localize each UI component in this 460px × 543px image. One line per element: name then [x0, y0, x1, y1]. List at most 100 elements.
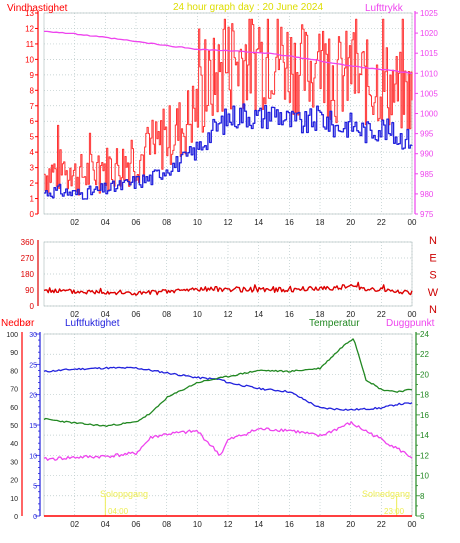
pressure-tick-label: 1020 — [420, 29, 438, 38]
pressure-tick-label: 1015 — [420, 49, 438, 58]
wind-tick-label: 9 — [30, 71, 35, 80]
temperature-tick-label: 6 — [420, 512, 425, 521]
x-tick-label: 16 — [285, 218, 294, 227]
compass-label-n: N — [429, 304, 437, 316]
humidity-tick-label: 10 — [29, 453, 37, 460]
humidity-tick-label: 15 — [29, 423, 37, 430]
pressure-tick-label: 990 — [420, 150, 434, 159]
rain-tick-label: 90 — [10, 350, 18, 357]
rain-tick-label: 10 — [10, 496, 18, 503]
rain-tick-label: 100 — [6, 332, 18, 339]
pressure-tick-label: 1000 — [420, 110, 438, 119]
x-tick-label: 12 — [224, 310, 233, 319]
rain-tick-label: 80 — [10, 368, 18, 375]
x-tick-label: 14 — [254, 520, 263, 529]
dewpoint-line — [43, 421, 413, 461]
x-tick-label: 02 — [70, 520, 79, 529]
x-tick-label: 06 — [132, 310, 141, 319]
pressure-tick-label: 985 — [420, 170, 434, 179]
wind-direction-line — [43, 281, 413, 296]
wind-tick-label: 8 — [30, 86, 35, 95]
humidity-tick-label: 25 — [29, 362, 37, 369]
dewpoint-label: Duggpunkt — [386, 318, 435, 329]
x-tick-label: 00 — [408, 310, 417, 319]
humidity-tick-label: 20 — [29, 393, 37, 400]
wind-tick-label: 11 — [26, 40, 35, 49]
rain-tick-label: 20 — [10, 478, 18, 485]
direction-tick-label: 270 — [21, 254, 35, 263]
x-tick-label: 18 — [316, 310, 325, 319]
wind-tick-label: 0 — [30, 210, 35, 219]
wind-tick-label: 12 — [25, 24, 34, 33]
temperature-tick-label: 16 — [420, 411, 429, 420]
axes — [21, 11, 420, 517]
wind-speed-label: Vindhastighet — [7, 3, 68, 14]
x-tick-label: 06 — [132, 520, 141, 529]
wind-tick-label: 3 — [30, 164, 35, 173]
x-tick-label: 22 — [377, 310, 386, 319]
temperature-tick-label: 12 — [420, 451, 429, 460]
direction-tick-label: 0 — [30, 302, 35, 311]
pressure-tick-label: 980 — [420, 190, 434, 199]
x-tick-label: 04 — [101, 520, 110, 529]
x-tick-label: 06 — [132, 218, 141, 227]
humidity-tick-label: 5 — [33, 484, 37, 491]
x-tick-label: 12 — [224, 520, 233, 529]
wind-tick-label: 2 — [30, 179, 35, 188]
humidity-tick-label: 30 — [29, 332, 37, 339]
direction-tick-label: 180 — [21, 270, 35, 279]
x-tick-label: 22 — [377, 520, 386, 529]
x-tick-label: 08 — [162, 310, 171, 319]
wind-tick-label: 13 — [25, 9, 34, 18]
temperature-tick-label: 24 — [420, 330, 429, 339]
x-tick-label: 20 — [346, 310, 355, 319]
chart-title: 24 hour graph day : 20 June 2024 — [173, 2, 324, 13]
x-tick-label: 02 — [70, 218, 79, 227]
rain-label: Nedbør — [1, 318, 35, 329]
pressure-tick-label: 995 — [420, 130, 434, 139]
x-tick-label: 12 — [224, 218, 233, 227]
x-tick-label: 04 — [101, 218, 110, 227]
humidity-label: Luftfuktighet — [65, 318, 120, 329]
rain-tick-label: 50 — [10, 423, 18, 430]
mid-plot-frame — [43, 241, 413, 307]
temperature-label: Temperatur — [309, 318, 360, 329]
pressure-line — [44, 30, 413, 75]
rain-tick-label: 40 — [10, 441, 18, 448]
sunrise-time: 04:00 — [108, 507, 129, 516]
humidity-tick-label: 0 — [33, 514, 37, 521]
temperature-line — [43, 338, 413, 428]
x-tick-label: 16 — [285, 520, 294, 529]
temperature-tick-label: 22 — [420, 350, 429, 359]
x-tick-label: 10 — [193, 310, 202, 319]
wind-tick-label: 7 — [30, 102, 35, 111]
temperature-tick-label: 14 — [420, 431, 429, 440]
tick-labels: 0123456789101112139759809859909951000100… — [6, 9, 438, 529]
direction-tick-label: 360 — [21, 238, 35, 247]
wind-tick-label: 6 — [30, 117, 35, 126]
series-lines — [43, 18, 413, 517]
x-tick-label: 18 — [316, 520, 325, 529]
compass-label-n: N — [429, 235, 437, 247]
rain-tick-label: 0 — [14, 514, 18, 521]
rain-tick-label: 70 — [10, 387, 18, 394]
x-tick-label: 00 — [408, 520, 417, 529]
temperature-tick-label: 18 — [420, 391, 429, 400]
direction-tick-label: 90 — [25, 286, 34, 295]
compass-label-s: S — [429, 270, 436, 282]
sunset-label: Solnedgang — [362, 489, 410, 499]
x-tick-label: 08 — [162, 218, 171, 227]
pressure-tick-label: 1025 — [420, 9, 438, 18]
pressure-tick-label: 1005 — [420, 89, 438, 98]
pressure-tick-label: 975 — [420, 210, 434, 219]
rain-tick-label: 30 — [10, 459, 18, 466]
x-tick-label: 20 — [346, 218, 355, 227]
sunrise-label: Soloppgang — [100, 489, 148, 499]
x-tick-label: 14 — [254, 218, 263, 227]
x-tick-label: 14 — [254, 310, 263, 319]
x-tick-label: 18 — [316, 218, 325, 227]
temperature-tick-label: 20 — [420, 370, 429, 379]
top-plot-frame — [43, 12, 413, 215]
x-tick-label: 10 — [193, 218, 202, 227]
